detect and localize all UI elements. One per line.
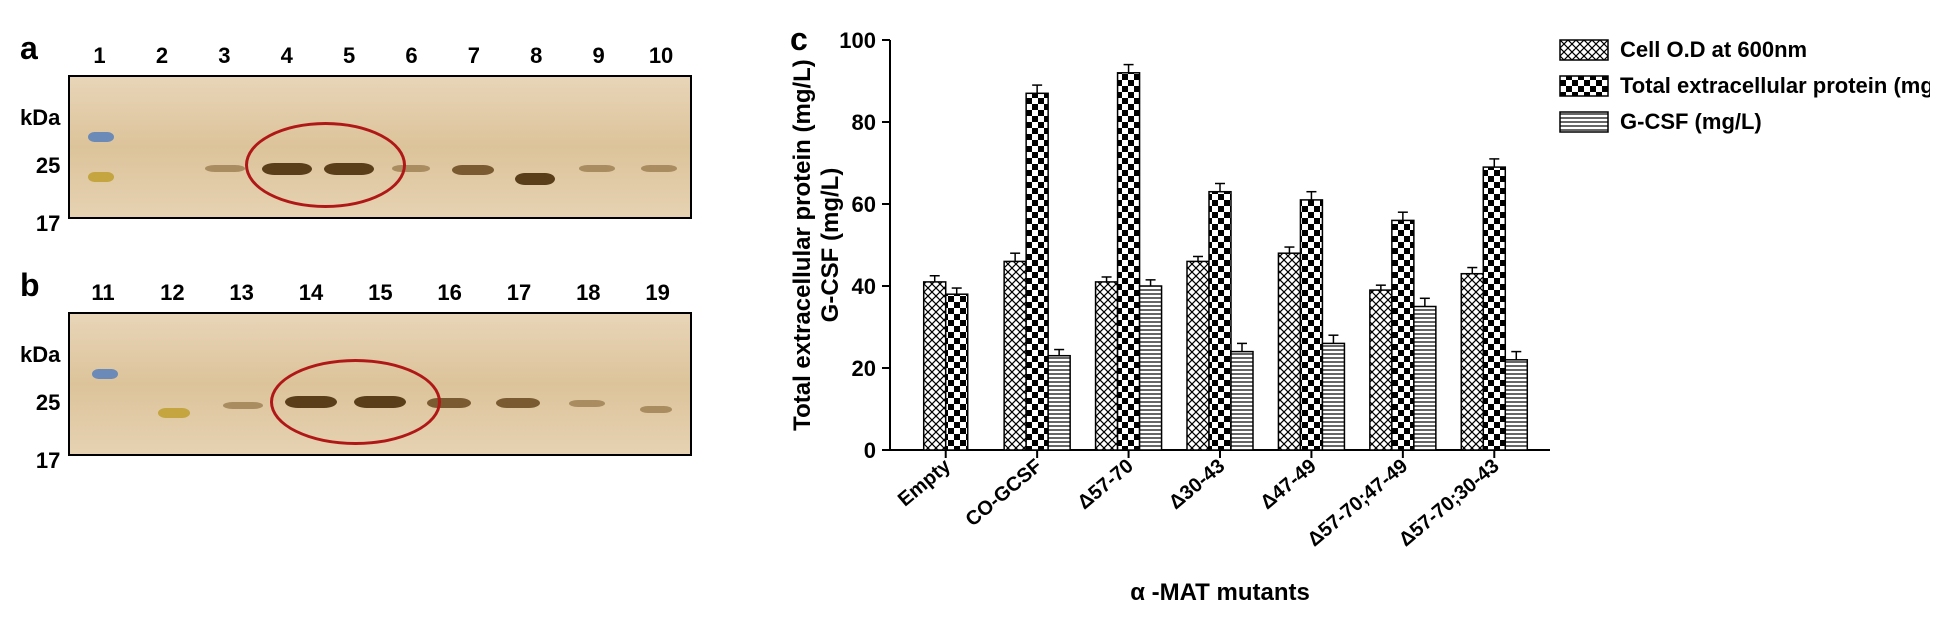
lane-number: 3 — [200, 43, 248, 69]
gel-band — [223, 402, 263, 409]
gel-band — [579, 165, 615, 172]
y-tick-label: 20 — [852, 356, 876, 381]
lane-number: 11 — [79, 280, 127, 306]
lane-number: 18 — [564, 280, 612, 306]
bar — [1187, 261, 1209, 450]
bar — [1414, 307, 1436, 451]
lane-number: 1 — [76, 43, 124, 69]
highlight-circle — [270, 359, 441, 445]
y-tick-label: 60 — [852, 192, 876, 217]
x-tick-label: Δ30-43 — [1165, 455, 1229, 514]
lane-number: 4 — [263, 43, 311, 69]
gel-a-area: kDa 25 17 12345678910 — [20, 75, 740, 237]
gel-b-area: kDa 25 17 111213141516171819 — [20, 312, 740, 474]
panel-c-label: c — [790, 21, 808, 57]
kda-header-b: kDa — [20, 342, 60, 368]
bar — [1118, 73, 1140, 450]
lane-number: 15 — [356, 280, 404, 306]
gel-band — [88, 132, 114, 142]
lane-number: 19 — [634, 280, 682, 306]
panel-b: b kDa 25 17 111213141516171819 — [20, 267, 740, 474]
gel-band — [640, 406, 672, 413]
lane-number: 9 — [575, 43, 623, 69]
bar — [1231, 352, 1253, 450]
x-tick-label: Δ57-70 — [1073, 455, 1137, 514]
bar — [924, 282, 946, 450]
highlight-circle — [245, 122, 406, 208]
panel-a: a kDa 25 17 12345678910 — [20, 30, 740, 237]
left-panels: a kDa 25 17 12345678910 b kDa 25 — [20, 20, 740, 474]
kda-b-17: 17 — [36, 448, 60, 474]
bar — [1140, 286, 1162, 450]
lane-number: 5 — [325, 43, 373, 69]
kda-header-a: kDa — [20, 105, 60, 131]
panel-c: c 0 20 40 60 80 100 Total extracellular protein… — [780, 20, 1930, 620]
gel-box-a — [68, 75, 692, 219]
x-tick-label: Δ57-70;30-43 — [1395, 455, 1504, 551]
bar — [1483, 167, 1505, 450]
legend-swatch — [1560, 76, 1608, 96]
legend-label: G-CSF (mg/L) — [1620, 109, 1762, 134]
lane-number: 10 — [637, 43, 685, 69]
bar — [1505, 360, 1527, 450]
bar — [1370, 290, 1392, 450]
legend-label: Cell O.D at 600nm — [1620, 37, 1807, 62]
bar-chart-svg: c 0 20 40 60 80 100 Total extracellular protein… — [780, 20, 1930, 620]
gel-band — [452, 165, 494, 175]
lane-number: 13 — [218, 280, 266, 306]
x-tick-label: CO-GCSF — [962, 455, 1047, 531]
legend-swatch — [1560, 40, 1608, 60]
bar — [1004, 261, 1026, 450]
lane-numbers-a: 123456789 10 — [68, 43, 692, 69]
gel-band — [88, 172, 114, 182]
bar — [946, 294, 968, 450]
y-tick-label: 100 — [839, 28, 876, 53]
lane-number: 7 — [450, 43, 498, 69]
x-axis-label: α -MAT mutants — [1130, 579, 1310, 606]
legend-swatch — [1560, 112, 1608, 132]
bar — [1300, 200, 1322, 450]
y-axis-label: Total extracellular protein (mg/L)G-CSF … — [789, 59, 844, 431]
bar — [1278, 253, 1300, 450]
lane-numbers-b: 11 12 13 14 15 16 17 18 19 — [68, 280, 692, 306]
gel-band — [496, 398, 540, 408]
lane-number: 16 — [426, 280, 474, 306]
kda-a-17: 17 — [36, 211, 60, 237]
bar — [1392, 220, 1414, 450]
gel-band — [569, 400, 605, 407]
gel-band — [515, 173, 555, 185]
lane-number: 12 — [148, 280, 196, 306]
y-tick-label: 0 — [864, 438, 876, 463]
lane-number: 14 — [287, 280, 335, 306]
y-tick-label: 40 — [852, 274, 876, 299]
legend-label: Total extracellular protein (mg/L) — [1620, 73, 1930, 98]
gel-band — [205, 165, 245, 172]
x-tick-label: Empty — [894, 454, 956, 511]
bar — [1026, 93, 1048, 450]
bar — [1048, 356, 1070, 450]
kda-column-a: kDa 25 17 — [20, 75, 60, 237]
gel-band — [641, 165, 677, 172]
lane-number: 2 — [138, 43, 186, 69]
kda-a-25: 25 — [36, 153, 60, 179]
y-tick-label: 80 — [852, 110, 876, 135]
lane-number: 17 — [495, 280, 543, 306]
kda-column-b: kDa 25 17 — [20, 312, 60, 474]
bar — [1209, 192, 1231, 450]
bar — [1322, 343, 1344, 450]
kda-b-25: 25 — [36, 390, 60, 416]
gel-box-b — [68, 312, 692, 456]
bar — [1096, 282, 1118, 450]
lane-number: 8 — [512, 43, 560, 69]
lane-number: 6 — [388, 43, 436, 69]
x-tick-label: Δ47-49 — [1256, 455, 1320, 514]
bar — [1461, 274, 1483, 450]
gel-band — [158, 408, 190, 418]
figure-container: a kDa 25 17 12345678910 b kDa 25 — [20, 20, 1936, 620]
gel-band — [92, 369, 118, 379]
